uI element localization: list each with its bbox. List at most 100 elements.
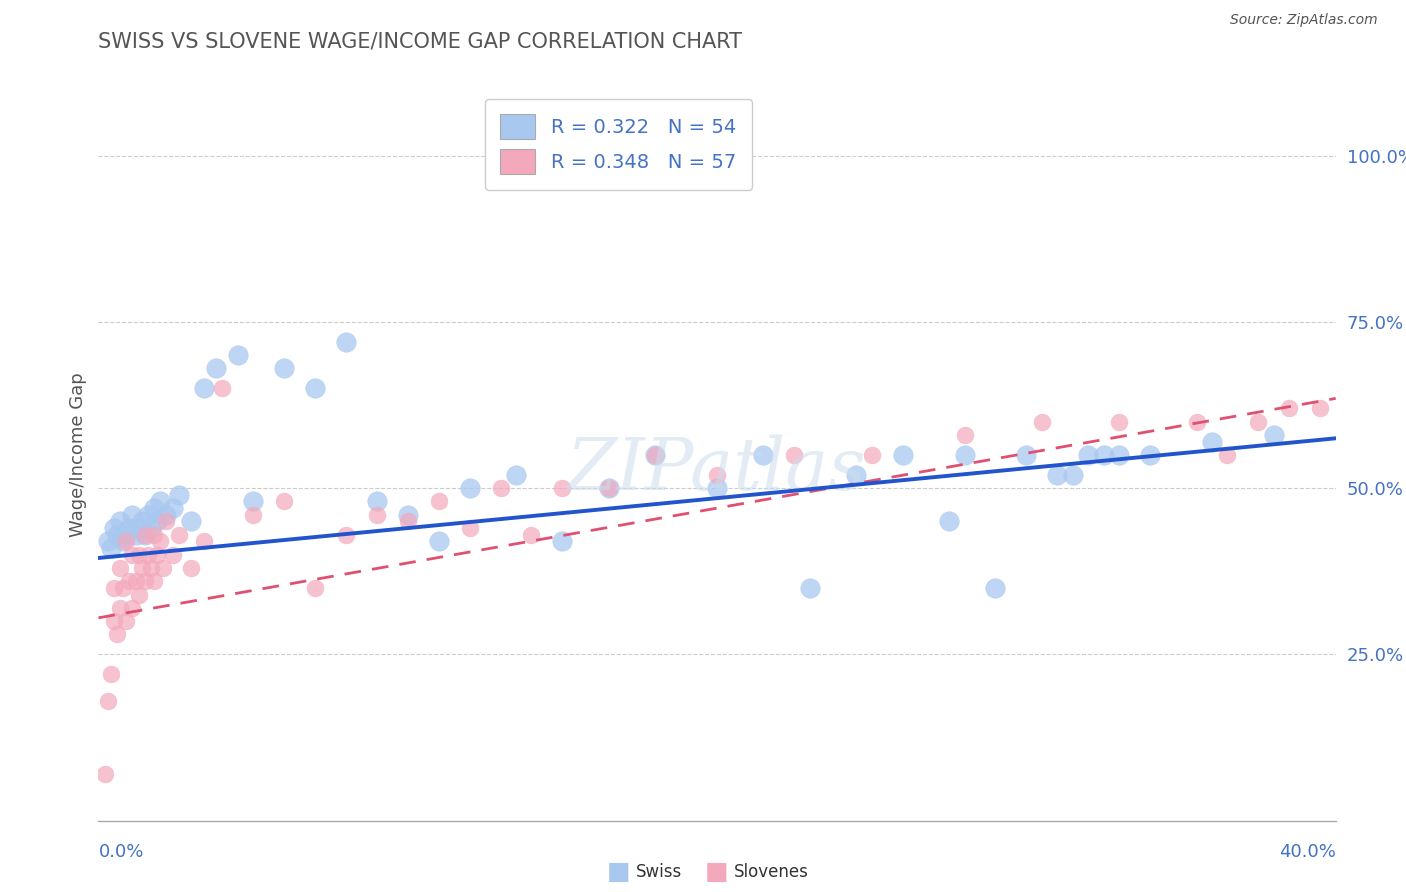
- Point: [115, 527, 138, 541]
- Point: [118, 521, 141, 535]
- Point: [155, 508, 177, 522]
- Point: [100, 541, 122, 555]
- Point: [1139, 448, 1161, 462]
- Text: 0.0%: 0.0%: [98, 843, 143, 861]
- Point: [93, 767, 115, 781]
- Point: [149, 534, 172, 549]
- Point: [211, 381, 233, 395]
- Point: [783, 448, 806, 462]
- Point: [162, 548, 184, 562]
- Point: [427, 534, 450, 549]
- Point: [1108, 415, 1130, 429]
- Point: [598, 481, 620, 495]
- Point: [139, 521, 162, 535]
- Point: [489, 481, 512, 495]
- Point: [103, 581, 125, 595]
- Point: [273, 494, 295, 508]
- Point: [335, 527, 357, 541]
- Point: [1263, 428, 1285, 442]
- Point: [108, 561, 131, 575]
- Point: [128, 548, 150, 562]
- Point: [799, 581, 821, 595]
- Point: [103, 521, 125, 535]
- Point: [105, 627, 128, 641]
- Point: [139, 561, 162, 575]
- Point: [97, 694, 120, 708]
- Point: [1092, 448, 1115, 462]
- Point: [143, 574, 166, 589]
- Point: [226, 348, 249, 362]
- Point: [1046, 467, 1069, 482]
- Point: [644, 448, 666, 462]
- Point: [205, 361, 228, 376]
- Point: [131, 515, 153, 529]
- Text: ■: ■: [607, 861, 630, 884]
- Point: [1201, 434, 1223, 449]
- Point: [752, 448, 775, 462]
- Point: [162, 501, 184, 516]
- Point: [143, 527, 166, 541]
- Point: [938, 515, 960, 529]
- Point: [304, 581, 326, 595]
- Text: Slovenes: Slovenes: [734, 863, 808, 881]
- Point: [180, 515, 202, 529]
- Point: [118, 574, 141, 589]
- Point: [551, 534, 574, 549]
- Point: [1108, 448, 1130, 462]
- Point: [136, 548, 159, 562]
- Text: Swiss: Swiss: [636, 863, 682, 881]
- Text: SWISS VS SLOVENE WAGE/INCOME GAP CORRELATION CHART: SWISS VS SLOVENE WAGE/INCOME GAP CORRELA…: [98, 31, 742, 51]
- Point: [984, 581, 1007, 595]
- Point: [335, 334, 357, 349]
- Point: [1031, 415, 1053, 429]
- Point: [845, 467, 868, 482]
- Point: [134, 527, 156, 541]
- Point: [128, 588, 150, 602]
- Point: [167, 527, 190, 541]
- Point: [396, 515, 419, 529]
- Point: [131, 561, 153, 575]
- Point: [242, 494, 264, 508]
- Point: [1185, 415, 1208, 429]
- Point: [105, 527, 128, 541]
- Point: [143, 501, 166, 516]
- Point: [136, 508, 159, 522]
- Point: [953, 428, 976, 442]
- Point: [167, 488, 190, 502]
- Point: [149, 494, 172, 508]
- Point: [953, 448, 976, 462]
- Point: [366, 508, 388, 522]
- Point: [304, 381, 326, 395]
- Point: [108, 515, 131, 529]
- Point: [146, 515, 169, 529]
- Point: [121, 508, 143, 522]
- Point: [100, 667, 122, 681]
- Y-axis label: Wage/Income Gap: Wage/Income Gap: [69, 373, 87, 537]
- Point: [180, 561, 202, 575]
- Text: ■: ■: [706, 861, 728, 884]
- Point: [1062, 467, 1084, 482]
- Point: [134, 574, 156, 589]
- Point: [115, 614, 138, 628]
- Point: [103, 614, 125, 628]
- Point: [193, 534, 215, 549]
- Point: [115, 534, 138, 549]
- Point: [128, 521, 150, 535]
- Point: [121, 548, 143, 562]
- Point: [108, 600, 131, 615]
- Point: [242, 508, 264, 522]
- Point: [706, 481, 728, 495]
- Point: [193, 381, 215, 395]
- Point: [155, 515, 177, 529]
- Point: [427, 494, 450, 508]
- Point: [366, 494, 388, 508]
- Point: [706, 467, 728, 482]
- Point: [1216, 448, 1239, 462]
- Point: [146, 548, 169, 562]
- Point: [1278, 401, 1301, 416]
- Point: [458, 521, 481, 535]
- Point: [112, 534, 135, 549]
- Text: 40.0%: 40.0%: [1279, 843, 1336, 861]
- Point: [1309, 401, 1331, 416]
- Point: [112, 581, 135, 595]
